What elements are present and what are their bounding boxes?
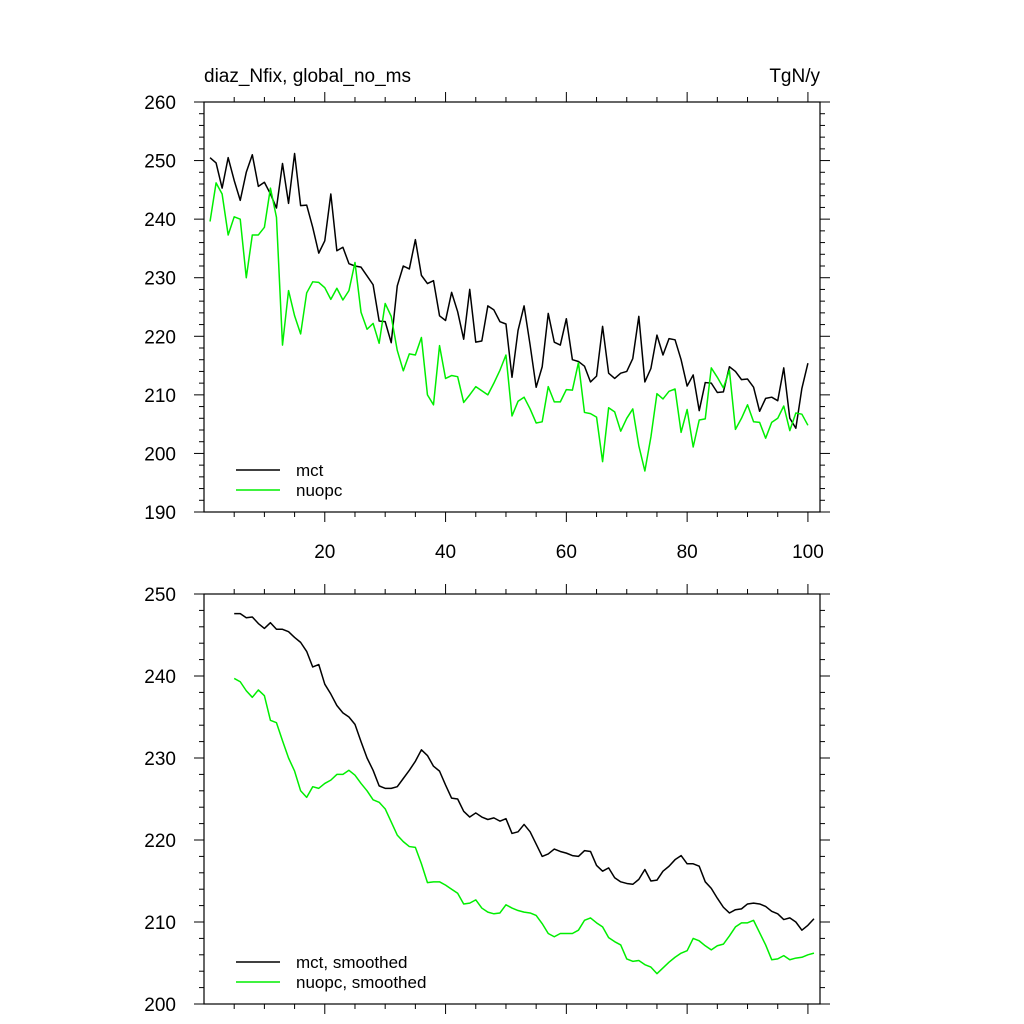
legend-label: nuopc, smoothed	[296, 973, 426, 992]
legend-label: mct	[296, 461, 324, 480]
y-tick-label: 230	[144, 269, 176, 290]
plot-frame	[203, 593, 821, 1005]
series-line-nuopc-smoothed	[233, 677, 815, 975]
y-tick-label: 220	[144, 831, 176, 852]
y-tick-label: 250	[144, 585, 176, 606]
legend-label: mct, smoothed	[296, 953, 408, 972]
y-tick-label: 220	[144, 327, 176, 348]
plot-title: diaz_Nfix, global_no_ms	[204, 66, 411, 87]
y-tick-label: 210	[144, 386, 176, 407]
y-tick-label: 200	[144, 995, 176, 1016]
x-tick-label: 80	[677, 542, 698, 563]
y-tick-label: 210	[144, 913, 176, 934]
x-tick-label: 60	[556, 542, 577, 563]
plot-frame	[203, 101, 821, 513]
y-tick-label: 240	[144, 667, 176, 688]
x-tick-label: 40	[435, 542, 456, 563]
series-line-nuopc	[209, 182, 809, 472]
y-tick-label: 200	[144, 444, 176, 465]
y-tick-label: 260	[144, 93, 176, 114]
y-tick-label: 240	[144, 210, 176, 231]
legend-label: nuopc	[296, 481, 343, 500]
units-label: TgN/y	[769, 66, 820, 87]
series-line-mct	[209, 152, 809, 429]
series-line-mct-smoothed	[234, 612, 815, 931]
y-tick-label: 250	[144, 152, 176, 173]
top-panel: 20 40 60 80 100 190 200 210 220 230 240 250 260 mctnu…	[144, 92, 830, 563]
x-tick-label: 100	[792, 542, 824, 563]
y-tick-label: 190	[144, 503, 176, 524]
x-tick-label: 20	[314, 542, 335, 563]
y-tick-label: 230	[144, 749, 176, 770]
